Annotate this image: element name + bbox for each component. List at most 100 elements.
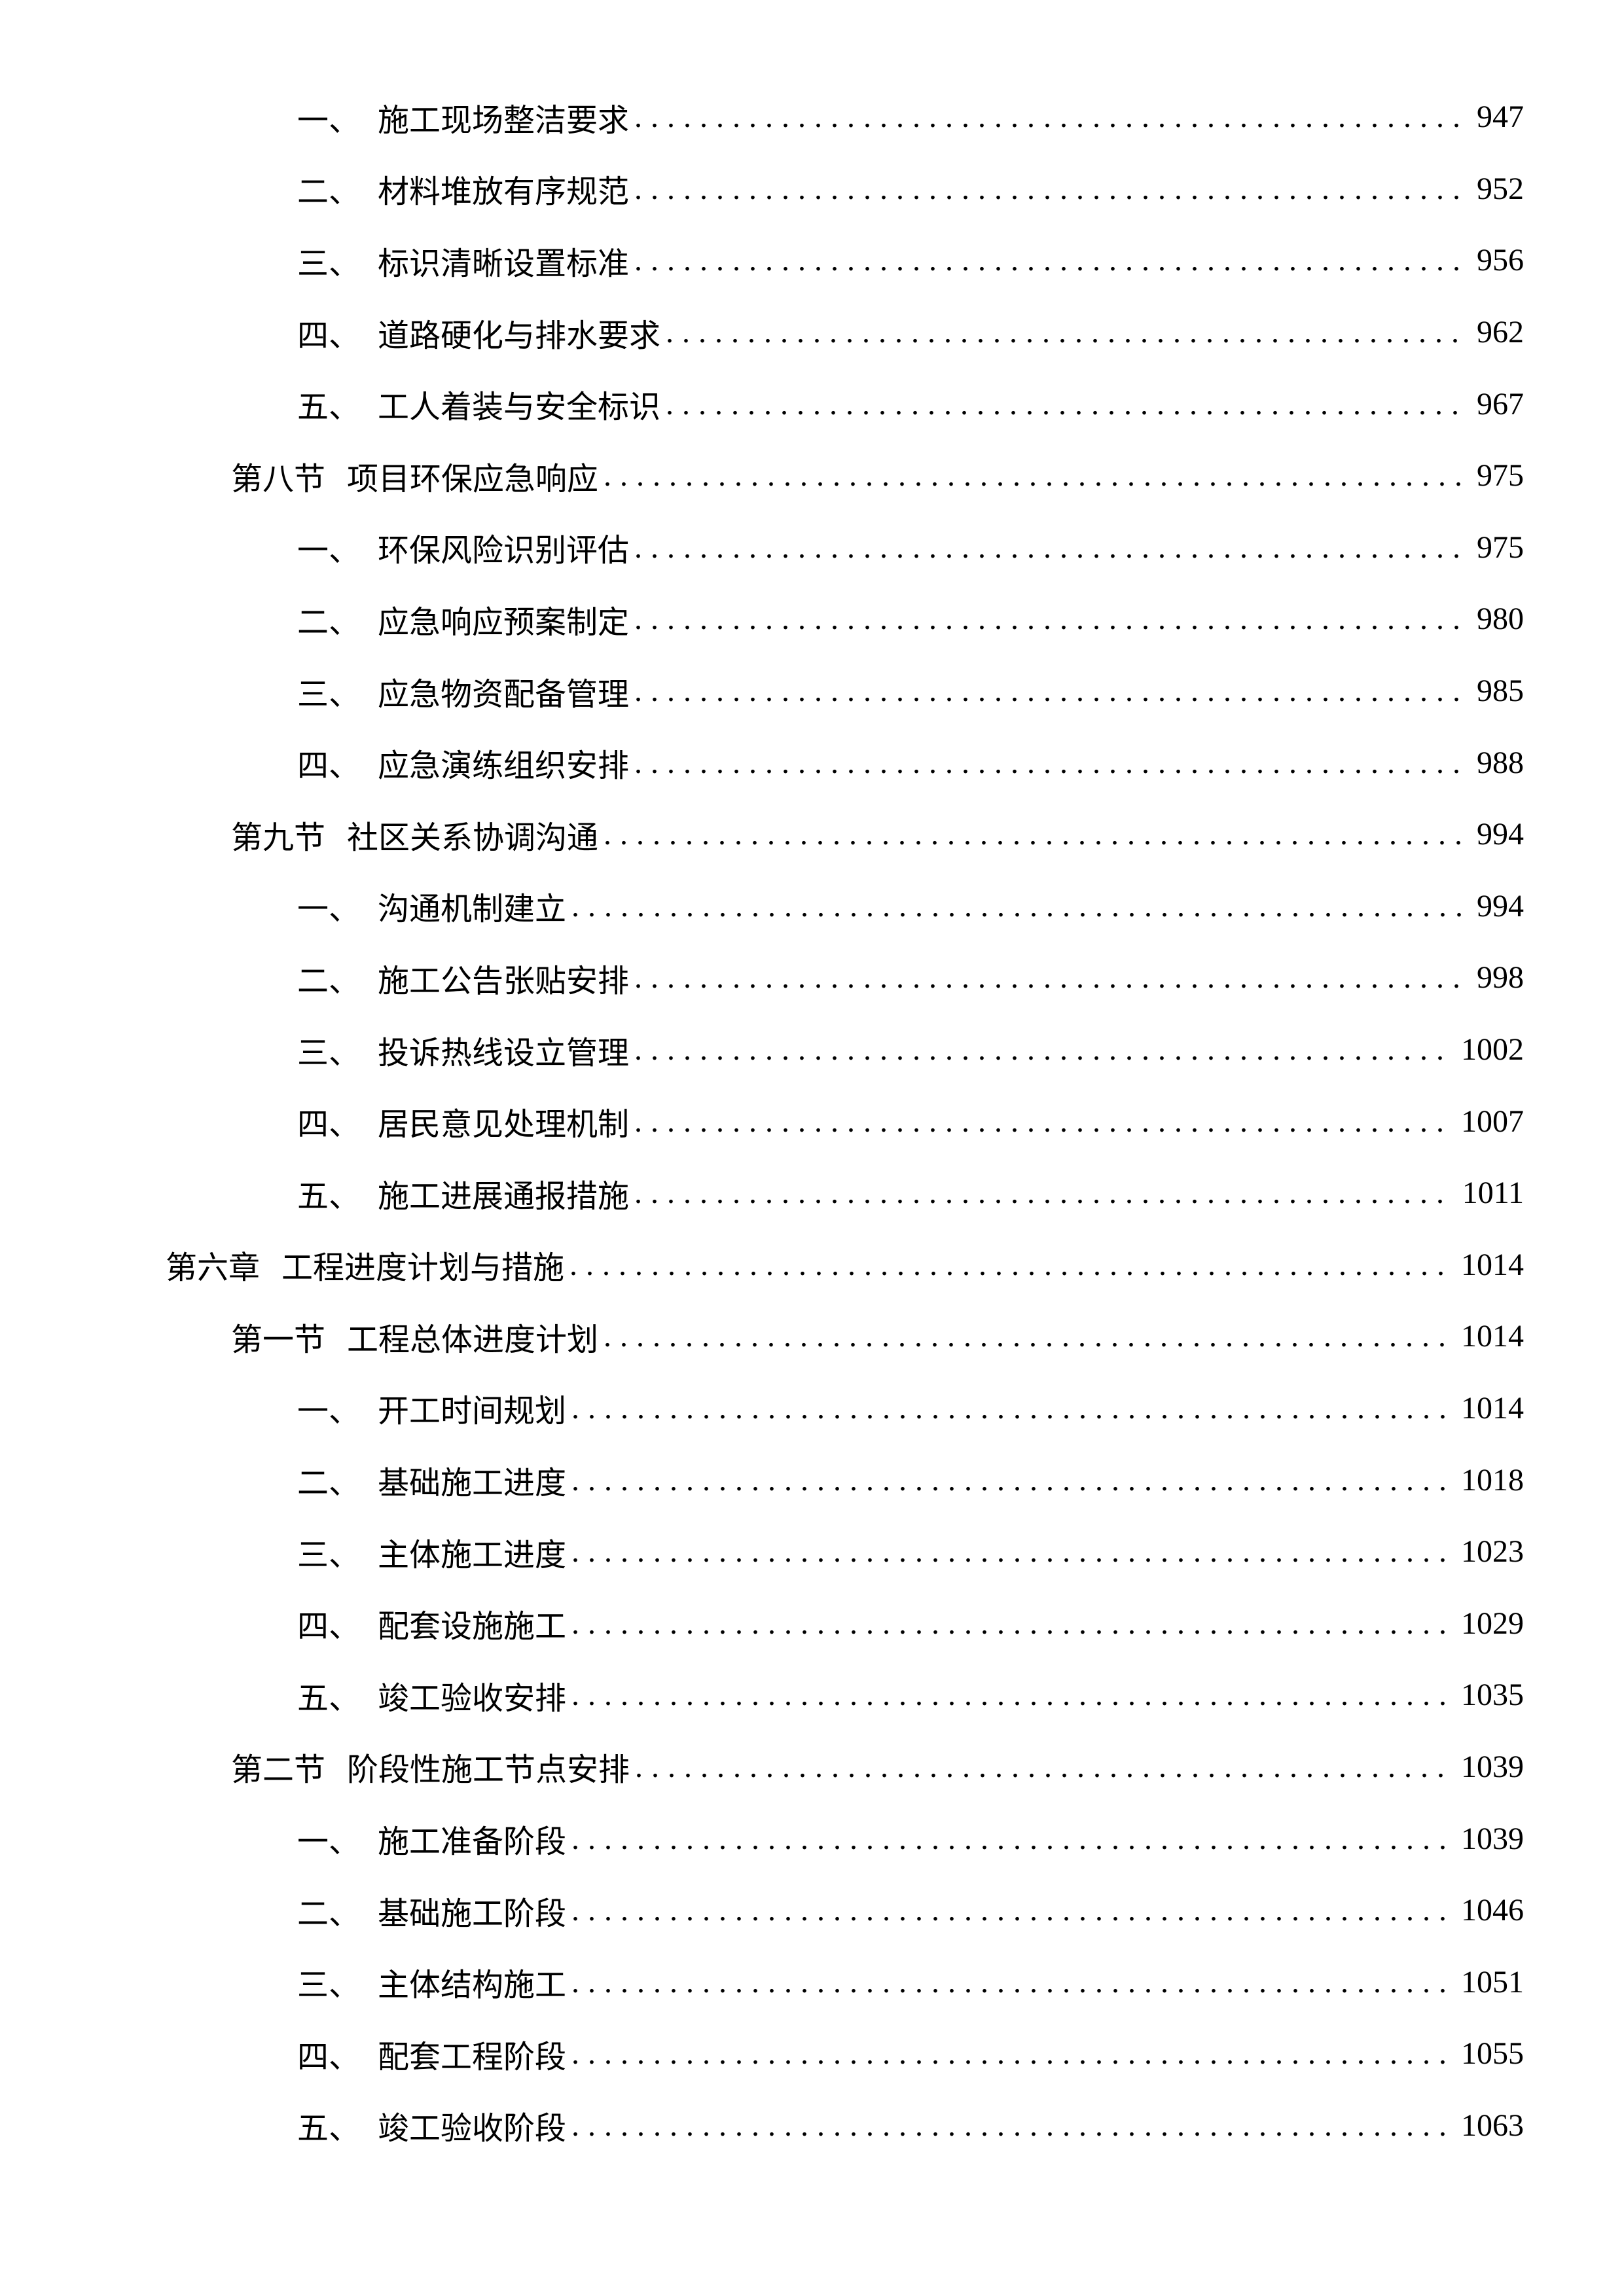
toc-entry[interactable]: 三、 投诉热线设立管理.............................…	[0, 1014, 1624, 1086]
toc-entry[interactable]: 第六章 工程进度计划与措施...........................…	[0, 1229, 1624, 1301]
dot-leader: ........................................…	[666, 386, 1468, 422]
toc-entry[interactable]: 三、 标识清晰设置标准.............................…	[0, 224, 1624, 296]
entry-number: 四、	[297, 1106, 361, 1143]
toc-entry[interactable]: 一、 施工准备阶段...............................…	[0, 1803, 1624, 1874]
entry-page-number: 975	[1477, 458, 1524, 493]
entry-title: 道路硬化与排水要求	[378, 317, 661, 354]
toc-entry[interactable]: 第九节 社区关系协调沟通............................…	[0, 798, 1624, 870]
entry-number: 第九节	[231, 819, 326, 856]
toc-entry[interactable]: 三、 应急物资配备管理.............................…	[0, 655, 1624, 727]
toc-entry[interactable]: 二、 基础施工进度...............................…	[0, 1444, 1624, 1516]
entry-page-number: 985	[1477, 673, 1524, 709]
toc-entry[interactable]: 五、 竣工验收阶段...............................…	[0, 2090, 1624, 2162]
dot-leader: ........................................…	[571, 1821, 1452, 1856]
entry-number: 四、	[297, 317, 361, 354]
toc-entry[interactable]: 一、 施工现场整洁要求.............................…	[0, 81, 1624, 153]
entry-page-number: 988	[1477, 745, 1524, 780]
entry-number: 一、	[297, 101, 361, 139]
entry-number: 第六章	[166, 1249, 261, 1287]
toc-entry[interactable]: 四、 配套工程阶段...............................…	[0, 2018, 1624, 2090]
dot-leader: ........................................…	[604, 1319, 1452, 1354]
entry-page-number: 1039	[1461, 1749, 1524, 1784]
entry-title: 配套工程阶段	[378, 2038, 567, 2075]
entry-number: 三、	[297, 245, 361, 282]
dot-leader: ........................................…	[571, 2036, 1452, 2072]
entry-number: 第一节	[231, 1321, 326, 1358]
toc-entry[interactable]: 五、 工人着装与安全标识............................…	[0, 368, 1624, 440]
entry-page-number: 994	[1477, 888, 1524, 924]
entry-title: 竣工验收安排	[378, 1679, 567, 1717]
toc-entry[interactable]: 第一节 工程总体进度计划............................…	[0, 1300, 1624, 1372]
dot-leader: ........................................…	[571, 1605, 1452, 1641]
dot-leader: ........................................…	[571, 1677, 1452, 1713]
toc-entry[interactable]: 第八节 项目环保应急响应............................…	[0, 440, 1624, 512]
entry-page-number: 1029	[1461, 1605, 1524, 1641]
toc-entry[interactable]: 三、 主体结构施工...............................…	[0, 1946, 1624, 2018]
toc-entry[interactable]: 四、 配套设施施工...............................…	[0, 1587, 1624, 1659]
toc-entry[interactable]: 四、 道路硬化与排水要求............................…	[0, 296, 1624, 368]
entry-page-number: 1046	[1461, 1893, 1524, 1928]
dot-leader: ........................................…	[635, 1749, 1452, 1784]
entry-title: 居民意见处理机制	[378, 1106, 630, 1143]
entry-title: 施工进展通报措施	[378, 1177, 630, 1215]
entry-number: 一、	[297, 1393, 361, 1430]
entry-title: 施工公告张贴安排	[378, 962, 630, 999]
entry-page-number: 1051	[1461, 1964, 1524, 2000]
dot-leader: ........................................…	[571, 1390, 1452, 1426]
entry-number: 二、	[297, 1895, 361, 1932]
dot-leader: ........................................…	[666, 315, 1468, 350]
entry-number: 五、	[297, 2110, 361, 2147]
entry-page-number: 967	[1477, 386, 1524, 422]
dot-leader: ........................................…	[634, 745, 1468, 780]
entry-title: 施工准备阶段	[378, 1823, 567, 1861]
toc-entry[interactable]: 一、 环保风险识别评估.............................…	[0, 512, 1624, 584]
toc-entry[interactable]: 二、 基础施工阶段...............................…	[0, 1874, 1624, 1946]
toc-entry[interactable]: 一、 沟通机制建立...............................…	[0, 870, 1624, 942]
entry-page-number: 1039	[1461, 1821, 1524, 1856]
dot-leader: ........................................…	[571, 888, 1468, 924]
entry-number: 一、	[297, 532, 361, 569]
entry-page-number: 947	[1477, 99, 1524, 135]
dot-leader: ........................................…	[634, 171, 1468, 206]
toc-entry[interactable]: 三、 主体施工进度...............................…	[0, 1516, 1624, 1588]
dot-leader: ........................................…	[634, 960, 1468, 996]
entry-number: 三、	[297, 1536, 361, 1573]
dot-leader: ........................................…	[571, 1462, 1452, 1498]
entry-page-number: 1035	[1461, 1677, 1524, 1713]
entry-page-number: 1055	[1461, 2036, 1524, 2072]
entry-number: 二、	[297, 1465, 361, 1502]
entry-number: 第八节	[231, 460, 326, 497]
entry-number: 一、	[297, 1823, 361, 1861]
entry-number: 四、	[297, 747, 361, 785]
entry-page-number: 1014	[1461, 1247, 1524, 1282]
toc-entry[interactable]: 四、 应急演练组织安排.............................…	[0, 726, 1624, 798]
entry-page-number: 956	[1477, 243, 1524, 278]
entry-page-number: 1002	[1461, 1032, 1524, 1067]
entry-title: 应急物资配备管理	[378, 675, 630, 713]
entry-title: 应急响应预案制定	[378, 603, 630, 641]
toc-entry[interactable]: 五、 竣工验收安排...............................…	[0, 1659, 1624, 1731]
dot-leader: ........................................…	[634, 673, 1468, 709]
entry-title: 基础施工阶段	[378, 1895, 567, 1932]
dot-leader: ........................................…	[634, 1175, 1453, 1211]
entry-title: 工程总体进度计划	[347, 1321, 599, 1358]
entry-page-number: 1018	[1461, 1462, 1524, 1498]
entry-title: 竣工验收阶段	[378, 2110, 567, 2147]
entry-title: 阶段性施工节点安排	[347, 1751, 630, 1789]
toc-entry[interactable]: 第二节 阶段性施工节点安排...........................…	[0, 1731, 1624, 1803]
toc-entry[interactable]: 五、 施工进展通报措施.............................…	[0, 1157, 1624, 1229]
entry-number: 三、	[297, 675, 361, 713]
entry-title: 配套设施施工	[378, 1608, 567, 1645]
entry-page-number: 952	[1477, 171, 1524, 206]
toc-entry[interactable]: 四、 居民意见处理机制.............................…	[0, 1085, 1624, 1157]
dot-leader: ........................................…	[569, 1247, 1452, 1282]
entry-number: 五、	[297, 1177, 361, 1215]
toc-entry[interactable]: 一、 开工时间规划...............................…	[0, 1372, 1624, 1444]
entry-title: 项目环保应急响应	[347, 460, 599, 497]
entry-title: 环保风险识别评估	[378, 532, 630, 569]
toc-entry[interactable]: 二、 施工公告张贴安排.............................…	[0, 942, 1624, 1014]
toc-entry[interactable]: 二、 材料堆放有序规范.............................…	[0, 153, 1624, 225]
toc-entry[interactable]: 二、 应急响应预案制定.............................…	[0, 583, 1624, 655]
dot-leader: ........................................…	[604, 458, 1468, 493]
entry-page-number: 1023	[1461, 1534, 1524, 1570]
